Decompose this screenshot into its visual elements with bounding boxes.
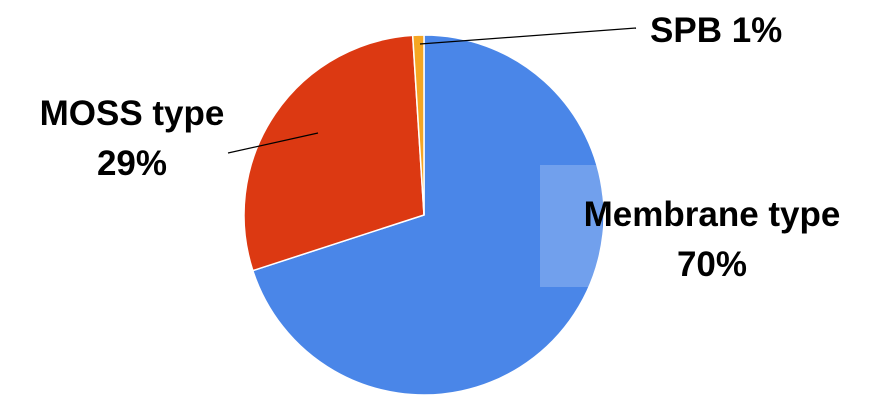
leader-line-moss (227, 132, 319, 154)
slice-label-membrane-name: Membrane type (584, 195, 841, 234)
slice-label-spb-name: SPB (650, 11, 722, 50)
pie-slice-spb (411, 34, 425, 216)
leader-lines-layer (227, 27, 637, 154)
labels-layer: MOSS type 29% Membrane type 70% SPB 1% (40, 11, 841, 284)
slice-label-spb-value: 1% (722, 11, 782, 50)
slice-label-moss-value: 29% (97, 144, 167, 183)
slice-label-moss-name: MOSS type (40, 94, 225, 133)
membrane-label-highlight (540, 165, 602, 287)
leader-line-spb (419, 27, 637, 45)
slices-layer (243, 34, 605, 396)
slice-label-spb: SPB 1% (650, 11, 782, 50)
slice-label-membrane-value: 70% (677, 245, 747, 284)
pie-slice-moss-type (243, 34, 425, 272)
pie-slice-membrane-type (251, 34, 605, 396)
